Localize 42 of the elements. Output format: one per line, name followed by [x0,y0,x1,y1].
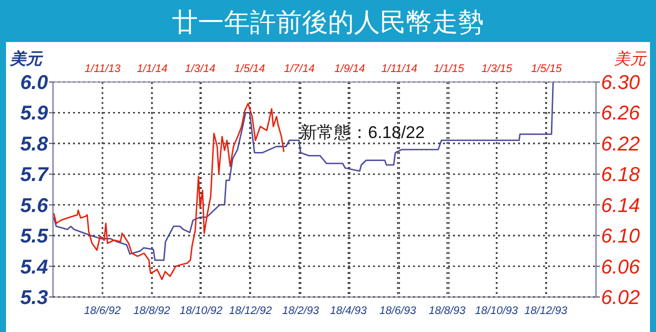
y-tick-label: 6.02 [601,287,640,309]
y-tick-label: 5.7 [20,164,49,186]
y-tick-label: 5.5 [20,226,49,248]
y-tick-label: 6.18 [601,164,640,186]
y-tick-label: 6.14 [601,194,640,217]
y-tick-label: 5.9 [20,102,49,125]
y-tick-label: 5.6 [20,194,49,217]
x-tick-label: 18/12/93 [524,305,568,317]
y-axis-title: 美元 [9,49,44,68]
y-tick-label: 5.4 [20,256,48,278]
chart-title: 廿一年許前後的人民幣走勢 [172,7,484,37]
x-tick-label: 18/10/92 [180,305,223,317]
x-tick-label: 18/6/92 [84,305,121,317]
y-tick-label: 6.06 [601,256,641,278]
line-series [53,102,285,280]
x-tick-label: 1/11/13 [84,63,122,75]
y-tick-label: 6.26 [601,102,641,125]
y-tick-label: 6.0 [20,72,48,94]
y-tick-label: 6.10 [601,226,640,248]
y-axis-title: 美元 [614,50,647,68]
line-series [53,81,554,261]
y-tick-label: 6.30 [601,72,640,94]
x-tick-label: 1/1/15 [434,63,466,75]
x-tick-label: 18/6/93 [379,305,417,317]
x-tick-label: 1/7/14 [284,63,315,75]
y-tick-label: 5.3 [20,287,48,309]
x-tick-label: 1/5/15 [531,63,563,75]
x-tick-label: 1/11/14 [381,63,418,75]
x-tick-label: 18/4/93 [330,305,368,317]
y-tick-label: 5.8 [20,133,49,156]
x-tick-label: 1/3/15 [482,63,513,75]
x-tick-label: 1/5/14 [234,63,266,75]
x-tick-label: 18/10/93 [475,305,519,317]
x-tick-label: 18/2/93 [282,305,320,317]
x-tick-label: 1/3/14 [184,63,216,75]
x-tick-label: 18/12/92 [229,305,272,317]
x-tick-label: 18/8/93 [428,305,466,317]
x-tick-label: 1/1/14 [136,63,168,75]
x-tick-label: 1/9/14 [334,63,365,75]
annotation: 新常態：6.18/22 [300,123,425,142]
x-tick-label: 18/8/92 [133,305,170,317]
y-tick-label: 6.22 [601,133,640,156]
